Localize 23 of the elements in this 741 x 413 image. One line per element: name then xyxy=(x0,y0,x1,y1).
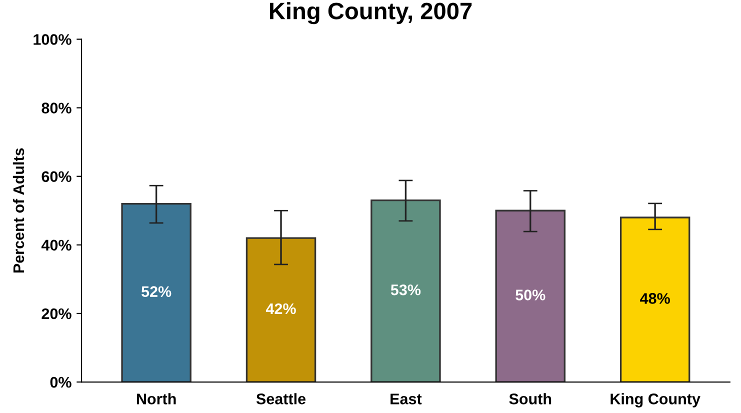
y-tick-label: 40% xyxy=(41,240,72,251)
y-tick-label: 60% xyxy=(42,171,72,182)
data-label: 42% xyxy=(266,303,296,314)
y-tick-label: 100% xyxy=(34,34,72,45)
chart-title: King County, 2007 xyxy=(270,2,472,24)
data-label: 48% xyxy=(640,293,670,304)
bar xyxy=(246,237,316,382)
bar xyxy=(121,202,192,382)
data-label: 52% xyxy=(142,286,172,297)
data-label: 53% xyxy=(390,284,421,296)
y-tick-label: 0% xyxy=(50,376,72,388)
x-tick-label: King County xyxy=(610,393,700,408)
y-tick-label: 20% xyxy=(42,308,72,320)
data-label: 50% xyxy=(516,290,546,300)
bar xyxy=(370,200,441,382)
x-tick-label: East xyxy=(390,394,422,404)
bar xyxy=(620,216,690,382)
x-tick-label: Seattle xyxy=(256,393,306,404)
bar xyxy=(495,210,566,382)
y-axis-title: Percent of Adults xyxy=(12,148,24,273)
x-tick-label: South xyxy=(509,393,552,404)
y-tick-label: 80% xyxy=(42,102,72,114)
x-tick-label: North xyxy=(136,393,176,404)
